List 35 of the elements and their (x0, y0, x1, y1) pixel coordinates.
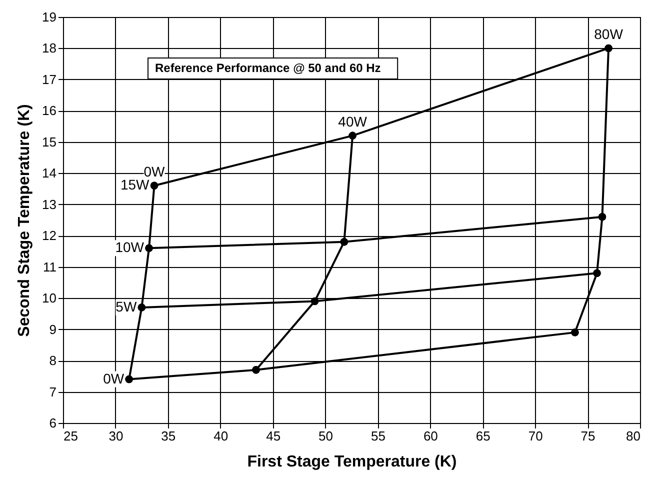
x-tick-label: 25 (64, 428, 78, 444)
y-tick-label: 16 (42, 103, 56, 118)
x-tick-label: 60 (423, 428, 438, 444)
y-tick-label: 15 (42, 134, 56, 150)
x-axis-title: First Stage Temperature (K) (247, 454, 457, 470)
y-tick-label: 11 (43, 259, 56, 274)
y-tick-label: 12 (42, 228, 56, 244)
x-tick-label: 70 (528, 428, 543, 444)
y-tick-label: 14 (42, 166, 56, 181)
y-tick-label: 18 (42, 40, 56, 56)
y-tick-label: 6 (49, 416, 56, 430)
x-tick-label: 45 (266, 428, 281, 444)
annotation: 80W (594, 26, 624, 42)
x-tick-label: 55 (370, 428, 386, 444)
annotation: Reference Performance @ 50 and 60 Hz (155, 61, 381, 75)
y-tick-label: 10 (42, 290, 56, 306)
annotation: 5W (116, 298, 138, 314)
annotation: 0W (144, 164, 166, 180)
annotation: 10W (115, 239, 145, 256)
y-tick-label: 17 (42, 72, 56, 87)
y-tick-label: 7 (49, 384, 56, 400)
x-tick-label: 30 (108, 428, 124, 444)
y-tick-label: 13 (42, 196, 56, 212)
x-tick-label: 65 (476, 428, 490, 444)
x-tick-label: 75 (580, 428, 596, 444)
y-tick-label: 19 (42, 10, 56, 24)
x-tick-label: 50 (318, 428, 334, 444)
x-tick-label: 80 (626, 428, 640, 444)
x-tick-label: 40 (214, 428, 228, 444)
y-tick-label: 9 (49, 322, 56, 337)
x-tick-label: 35 (161, 428, 176, 444)
annotation: 40W (338, 114, 368, 130)
y-tick-label: 8 (49, 353, 56, 368)
annotation: 0W (103, 370, 125, 386)
y-axis-title: Second Stage Temperature (K) (16, 104, 34, 337)
